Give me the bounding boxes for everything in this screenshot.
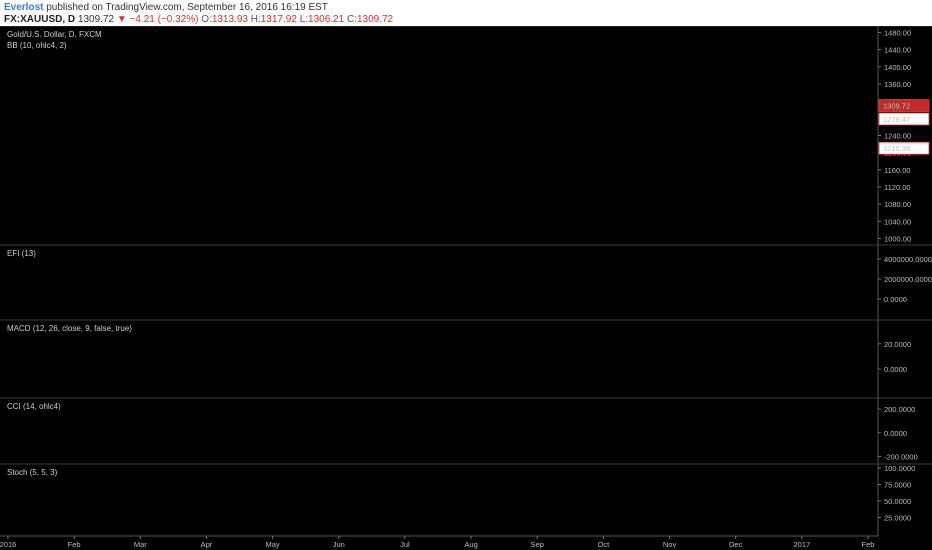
price-title: Gold/U.S. Dollar, D, FXCM [7,30,102,39]
macd-title: MACD (12, 26, close, 9, false, true) [7,324,132,333]
time-axis-label: Mar [134,540,147,549]
chart-canvas[interactable]: XAUUSD, DGold/U.S. Dollar1480.001440.001… [0,26,932,550]
price-tick-label: 1240.00 [884,132,911,141]
efi-tick-label: 4000000.0000 [884,255,932,264]
efi-panel[interactable]: 4000000.0000 2000000.0000 0.0000 EFI (13) [0,244,932,320]
price-background [0,26,932,245]
cci-background [0,398,932,464]
high-label: H: [250,14,261,25]
macd-panel[interactable]: 20.0000 0.0000 MACD (12, 26, close, 9, fal… [0,319,932,398]
efi-tick-label: 2000000.0000 [884,275,932,284]
last-price: 1309.72 [77,14,115,25]
down-arrow-icon: ▼ [116,14,127,25]
chart-header: Everlost published on TradingView.com, S… [0,0,932,26]
time-axis-label: Aug [464,540,477,549]
stoch-tick-label: 50.0000 [884,497,911,506]
price-tag-label: 1210.39 [883,144,910,153]
efi-background [0,245,932,320]
price-tick-label: 1080.00 [884,200,911,209]
time-axis-label: Feb [862,540,875,549]
time-axis-label: Nov [663,540,677,549]
close-label: C: [346,14,357,25]
symbol-label: FX:XAUUSD, D [4,14,76,25]
price-tick-label: 1360.00 [884,80,911,89]
bb-label: BB (10, ohlc4, 2) [7,41,67,50]
price-tick-label: 1000.00 [884,235,911,244]
stoch-tick-label: 25.0000 [884,513,911,522]
low-value: 1306.21 [308,14,345,25]
time-axis-label: 2016 [0,540,16,549]
cci-tick-label: 200.0000 [884,405,915,414]
high-value: 1317.92 [260,14,297,25]
price-tick-label: 1440.00 [884,46,911,55]
cci-tick-label: 0.0000 [884,429,907,438]
price-tag-label: 1309.72 [883,102,910,111]
efi-tick-label: 0.0000 [884,295,907,304]
time-axis-label: Feb [68,540,81,549]
price-tag-box [878,99,930,112]
price-tag-box [878,141,930,155]
price-tick-label: 1040.00 [884,217,911,226]
cci-panel[interactable]: 200.0000 0.0000 -200.0000 CCI (14, ohlc4) [0,397,932,464]
time-axis-label: Sep [531,540,544,549]
price-tick-label: 1160.00 [884,166,911,175]
open-label: O: [201,14,212,25]
macd-background [0,320,932,398]
macd-tick-label: 0.0000 [884,365,907,374]
stoch-tick-label: 100.0000 [884,464,915,473]
price-tick-label: 1120.00 [884,183,911,192]
publish-info: published on TradingView.com, September … [43,2,328,13]
price-change: −4.21 (−0.32%) [129,14,199,25]
time-axis-label: 2017 [794,540,811,549]
time-axis-label: Oct [598,540,611,549]
time-axis-label: Dec [729,540,743,549]
author-link[interactable]: Everlost [4,2,44,13]
time-axis-label: Jun [333,540,345,549]
efi-title: EFI (13) [7,249,36,258]
price-tag-label: 1278.47 [883,115,910,124]
time-axis-label: Apr [201,540,213,549]
open-value: 1313.93 [211,14,248,25]
ohlc-line: FX:XAUUSD, D 1309.72 ▼ −4.21 (−0.32%) O:… [4,14,393,25]
low-label: L: [299,14,309,25]
publish-line: Everlost published on TradingView.com, S… [4,2,328,13]
price-tick-label: 1400.00 [884,63,911,72]
time-axis-label: Jul [400,540,410,549]
stoch-title: Stoch (5, 5, 3) [7,468,58,477]
macd-tick-label: 20.0000 [884,340,911,349]
time-axis-label: May [266,540,280,549]
time-axis-background [0,536,932,550]
cci-title: CCI (14, ohlc4) [7,402,61,411]
close-value: 1309.72 [356,14,394,25]
cci-tick-label: -200.0000 [884,452,918,461]
time-axis[interactable]: 2016 Feb Mar Apr May Jun Jul Aug Sep Oct Nov Dec 201… [0,535,932,550]
price-panel[interactable]: XAUUSD, DGold/U.S. Dollar1480.001440.001… [0,26,932,245]
stoch-panel[interactable]: 100.0000 75.0000 50.0000 25.0000 Stoch (5, 5… [0,463,932,536]
price-tick-label: 1480.00 [884,28,911,37]
stoch-tick-label: 75.0000 [884,480,911,489]
price-tag-box [878,112,930,126]
stoch-background [0,464,932,536]
